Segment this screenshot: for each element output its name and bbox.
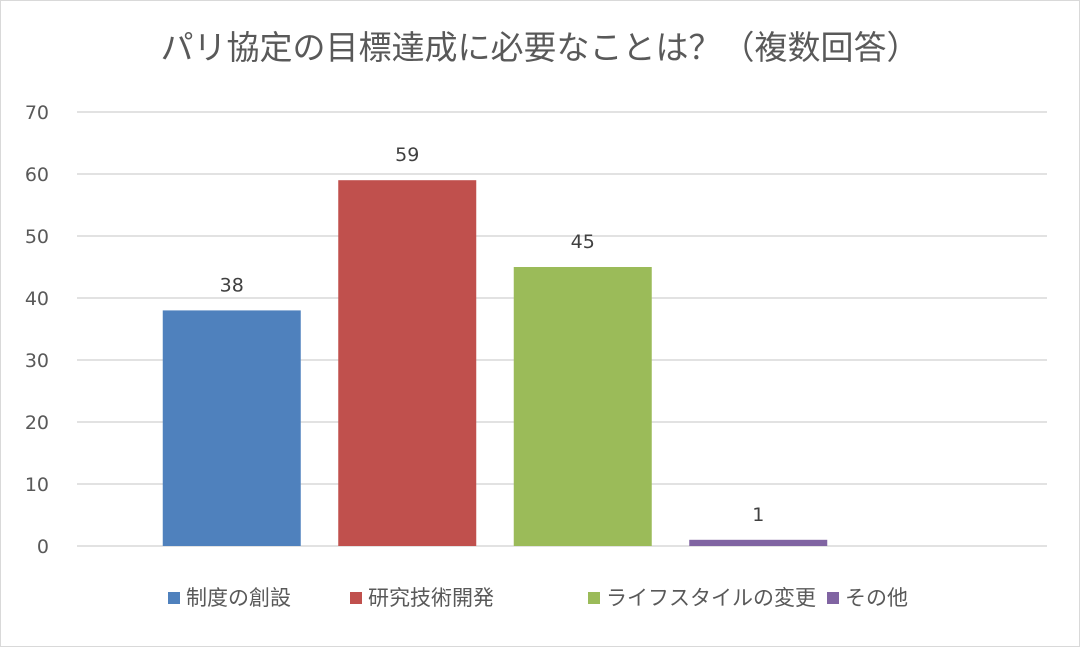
bar-3 [513,267,652,546]
data-label-2: 59 [395,144,419,166]
bars [162,180,828,546]
legend-label-4: その他 [845,586,908,610]
legend-swatch-4 [827,592,839,604]
data-label-3: 45 [571,231,595,253]
data-labels: 38 59 45 1 [220,144,765,526]
legend-label-3: ライフスタイルの変更 [606,586,816,610]
legend-swatch-1 [168,592,180,604]
legend-label-2: 研究技術開発 [368,586,494,610]
y-tick-label: 70 [25,102,49,124]
data-label-1: 38 [220,274,244,296]
bar-2 [338,180,477,546]
y-tick-label: 0 [37,536,49,558]
legend: 制度の創設 研究技術開発 ライフスタイルの変更 その他 [168,586,908,610]
legend-swatch-3 [588,592,600,604]
y-tick-label: 60 [25,164,49,186]
y-tick-label: 20 [25,412,49,434]
bar-4 [689,539,828,546]
y-axis-ticks: 0 10 20 30 40 50 60 70 [25,102,49,558]
y-tick-label: 50 [25,226,49,248]
bar-1 [162,310,301,546]
data-label-4: 1 [752,504,764,526]
chart-title: パリ協定の目標達成に必要なことは？（複数回答） [161,28,920,67]
y-tick-label: 40 [25,288,49,310]
legend-swatch-2 [350,592,362,604]
y-tick-label: 30 [25,350,49,372]
legend-label-1: 制度の創設 [186,586,291,610]
y-tick-label: 10 [25,474,49,496]
